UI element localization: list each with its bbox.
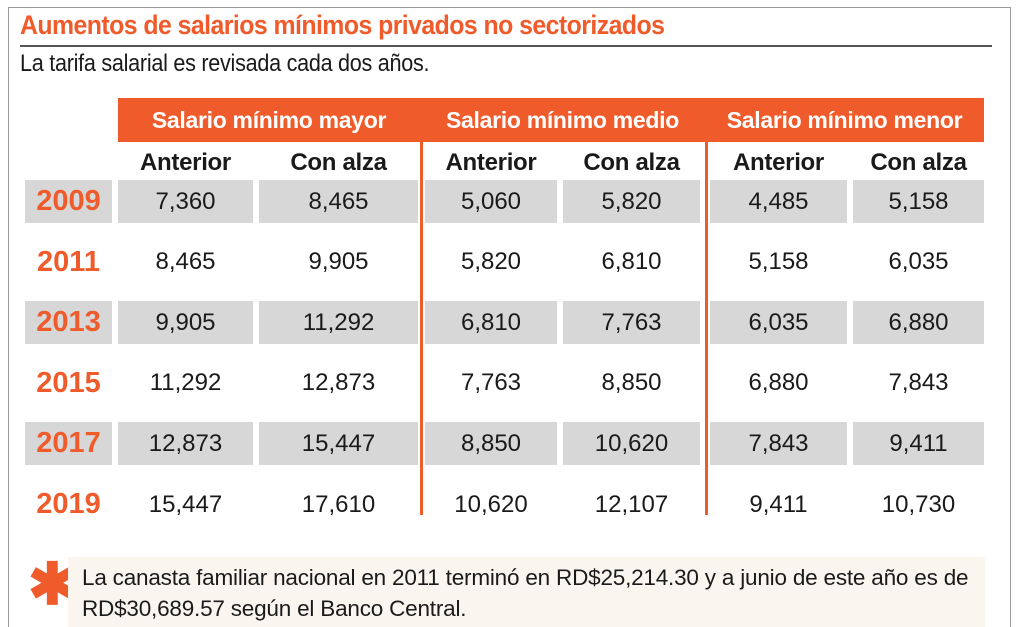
- row-year: 2015: [36, 366, 101, 399]
- table-cell: 9,905: [118, 301, 253, 345]
- column-header: Anterior: [445, 149, 537, 176]
- table-cell: 6,810: [425, 301, 557, 345]
- column-header: Anterior: [733, 149, 824, 176]
- table-cell: 5,060: [425, 180, 557, 223]
- table-cell: 11,292: [259, 301, 418, 345]
- table-cell: 6,035: [888, 248, 949, 276]
- row-year: 2013: [25, 301, 112, 345]
- table-cell: 12,873: [118, 422, 253, 466]
- table-cell: 10,730: [881, 490, 956, 518]
- group-header: Salario mínimo menor: [705, 98, 984, 142]
- table-cell: 7,763: [460, 369, 522, 397]
- column-header: Con alza: [583, 149, 680, 176]
- table-cell: 4,485: [710, 180, 847, 223]
- table-cell: 9,411: [853, 422, 984, 466]
- column-header: Con alza: [870, 149, 967, 176]
- column-header: Anterior: [140, 149, 231, 176]
- group-divider: [420, 142, 423, 515]
- title-rule: [20, 45, 992, 47]
- table-cell: 5,158: [748, 248, 809, 276]
- table-cell: 8,850: [601, 369, 662, 397]
- table-cell: 6,880: [748, 369, 809, 397]
- table-cell: 5,820: [460, 248, 522, 276]
- table-cell: 7,843: [888, 369, 949, 397]
- footnote: La canasta familiar nacional en 2011 ter…: [68, 557, 985, 627]
- table-cell: 5,158: [853, 180, 984, 223]
- table-cell: 6,880: [853, 301, 984, 345]
- table-cell: 11,292: [149, 369, 222, 397]
- table-cell: 10,620: [454, 490, 528, 518]
- row-year: 2019: [36, 488, 101, 520]
- table-cell: 6,810: [601, 248, 662, 276]
- row-year: 2017: [25, 422, 112, 466]
- row-year: 2009: [25, 180, 112, 223]
- table-cell: 6,035: [710, 301, 847, 345]
- table-cell: 15,447: [148, 490, 223, 518]
- table-cell: 7,360: [118, 180, 253, 223]
- table-cell: 5,820: [563, 180, 700, 223]
- column-header: Con alza: [290, 149, 387, 176]
- table-cell: 12,107: [594, 490, 669, 518]
- frame: [8, 7, 1011, 627]
- table-cell: 8,850: [425, 422, 557, 466]
- table-cell: 17,610: [301, 490, 376, 518]
- table-cell: 7,763: [563, 301, 700, 345]
- table-cell: 8,465: [259, 180, 418, 223]
- table-cell: 7,843: [710, 422, 847, 466]
- title: Aumentos de salarios mínimos privados no…: [20, 10, 665, 40]
- subtitle: La tarifa salarial es revisada cada dos …: [20, 50, 430, 77]
- group-header: Salario mínimo mayor: [118, 98, 420, 142]
- table-cell: 15,447: [259, 422, 418, 466]
- group-divider: [705, 142, 708, 515]
- table-cell: 8,465: [155, 248, 216, 276]
- row-year: 2011: [37, 245, 100, 278]
- table-cell: 9,411: [749, 490, 808, 518]
- group-header: Salario mínimo medio: [420, 98, 705, 142]
- table-cell: 10,620: [563, 422, 700, 466]
- table-cell: 12,873: [301, 369, 376, 397]
- table-cell: 9,905: [308, 248, 369, 276]
